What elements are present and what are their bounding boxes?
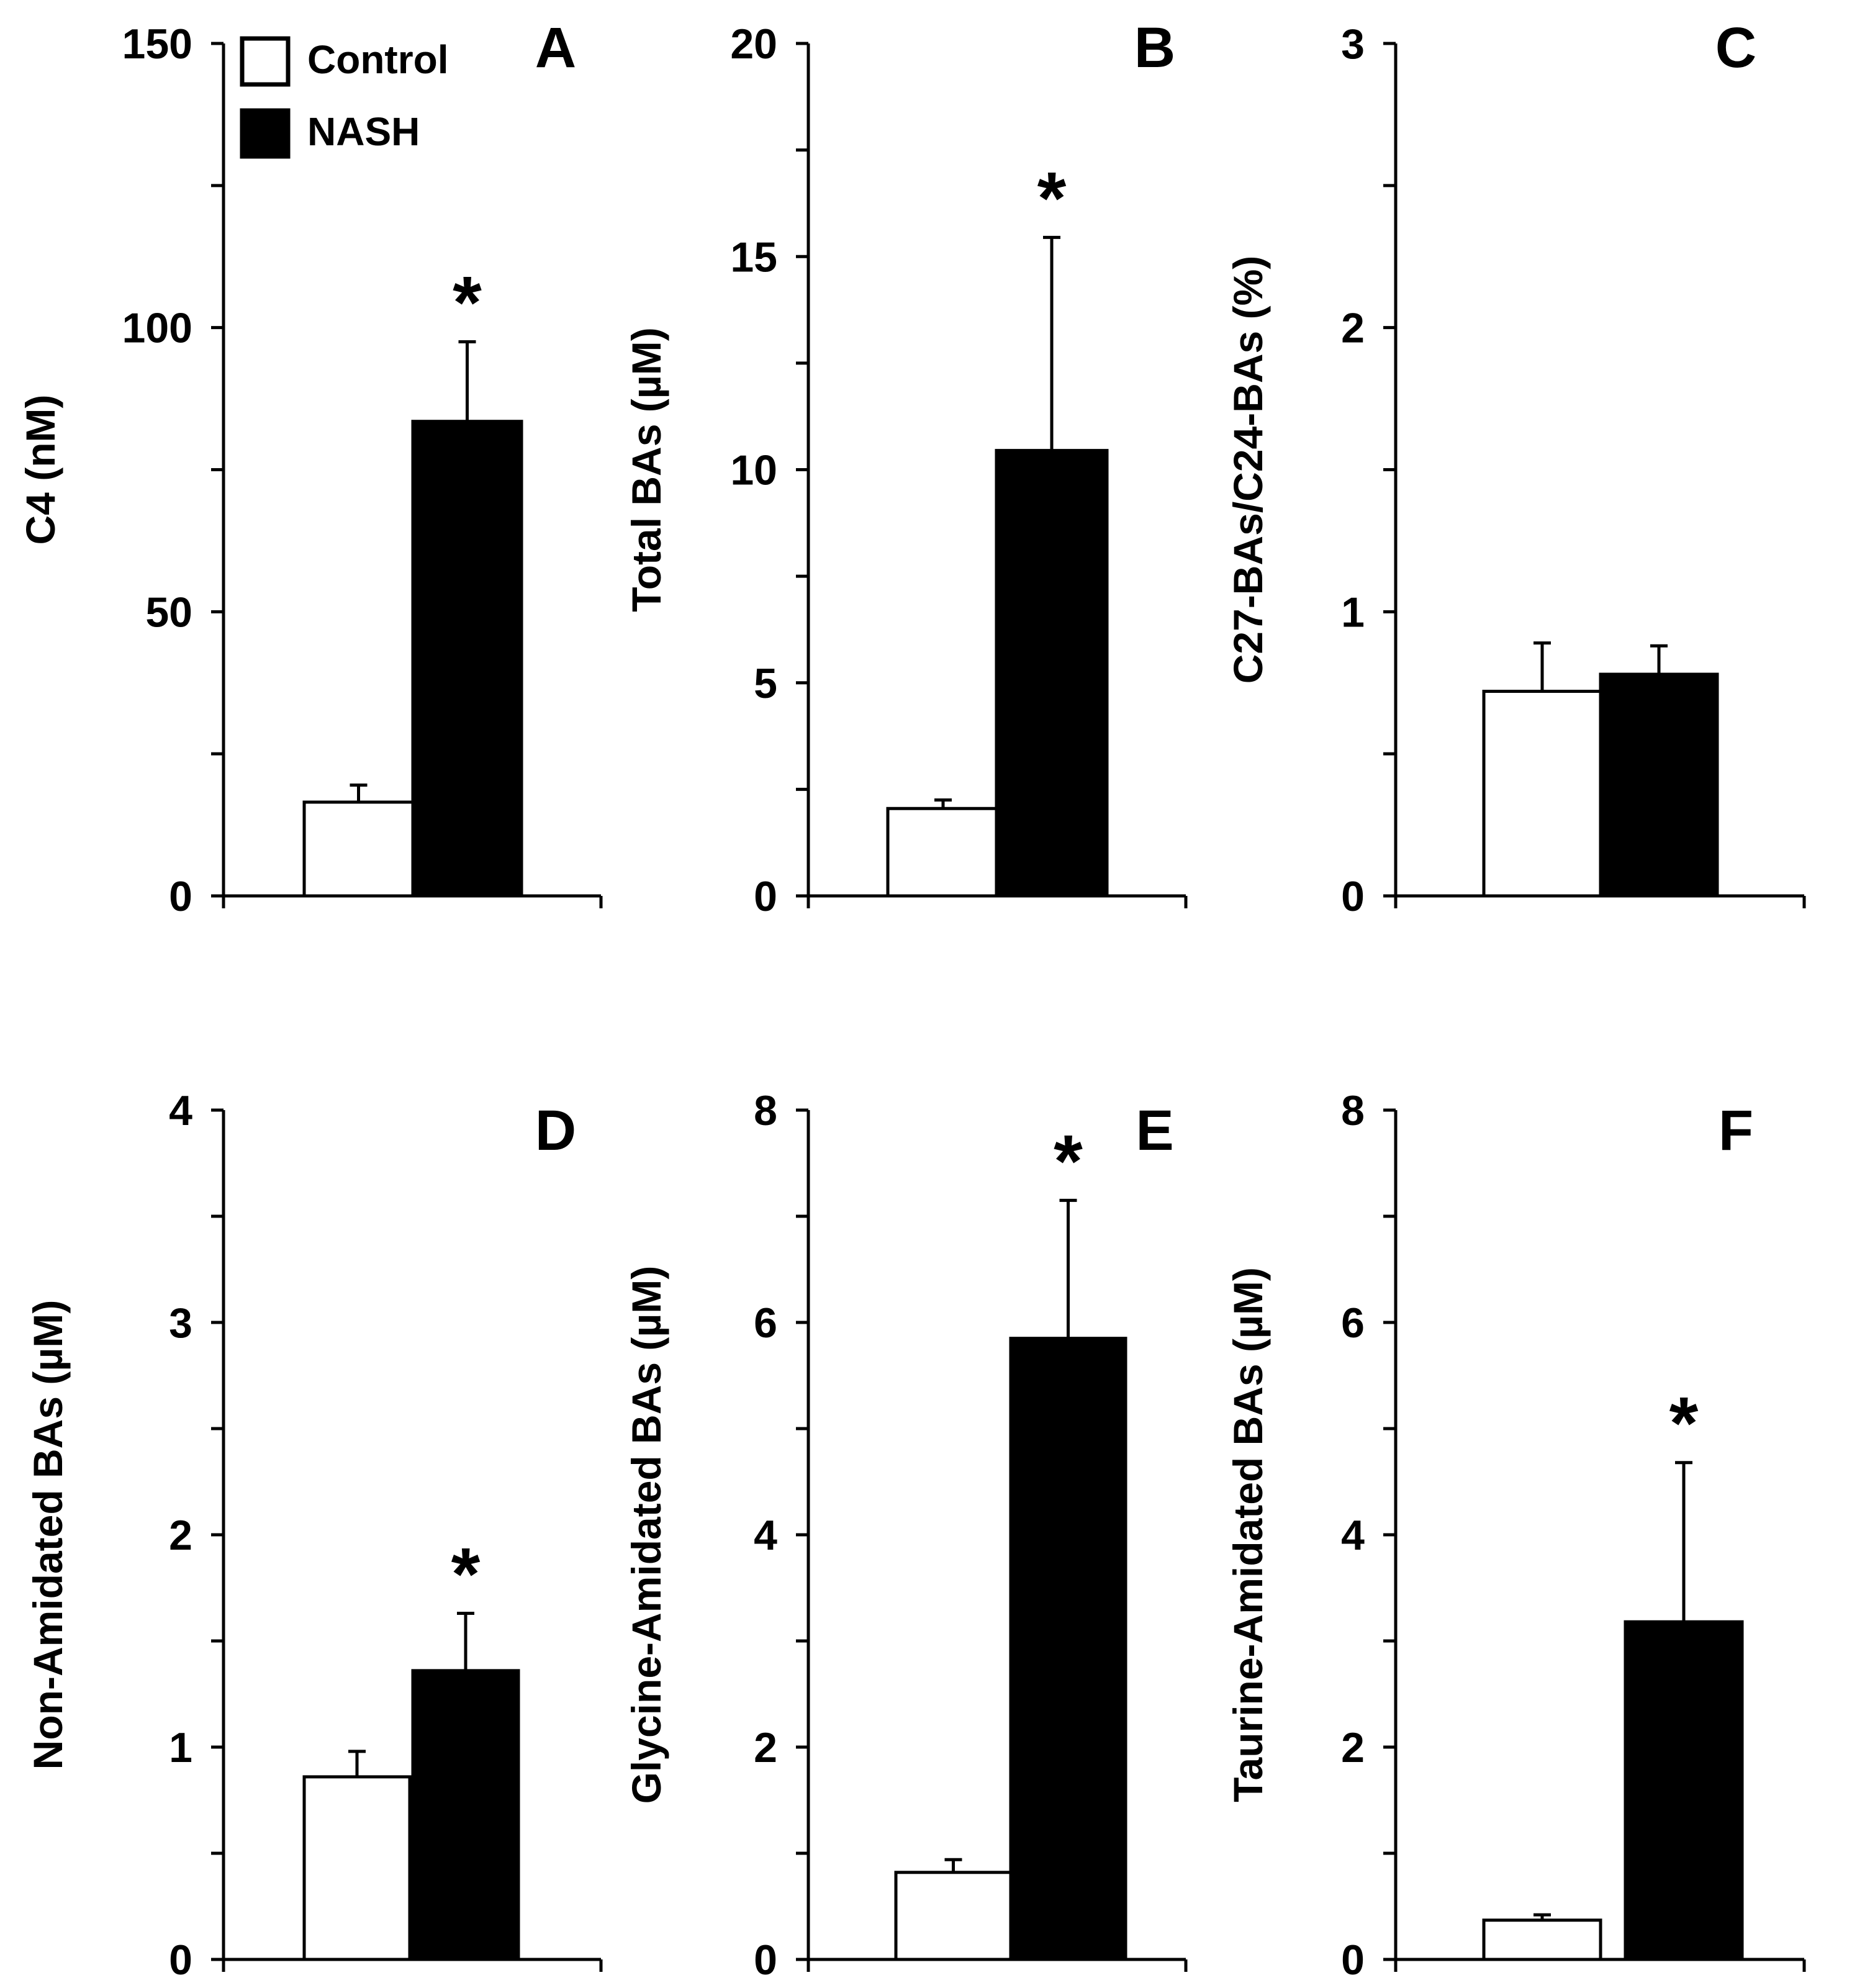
y-tick-label-c: 0 xyxy=(1341,873,1365,920)
bar-control-c xyxy=(1482,689,1602,898)
y-axis-title-b: Total BAs (µM) xyxy=(623,327,669,612)
y-tick-label-f: 0 xyxy=(1341,1936,1365,1984)
y-tick-label-b: 10 xyxy=(730,447,777,494)
y-axis-title-e: Glycine-Amidated BAs (µM) xyxy=(623,1266,669,1804)
y-tick-label-f: 8 xyxy=(1341,1087,1365,1134)
panel-e: 0 2 4 6 8 Glycine-Amidated BAs (µM) E * xyxy=(623,1087,1188,1984)
y-tick-label-b: 15 xyxy=(730,233,777,281)
bar-nash-c xyxy=(1599,672,1719,898)
panel-letter-e: E xyxy=(1136,1099,1173,1162)
y-tick-label-e: 0 xyxy=(754,1936,777,1984)
y-axis-title-f: Taurine-Amidated BAs (µM) xyxy=(1225,1267,1271,1802)
y-tick-label-a: 150 xyxy=(122,20,192,68)
panel-a: 0 50 100 150 C4 (nM) A * xyxy=(17,16,603,920)
y-tick-label-e: 4 xyxy=(754,1512,777,1559)
y-tick-label-a: 100 xyxy=(122,305,192,352)
y-tick-label-e: 6 xyxy=(754,1299,777,1347)
y-tick-label-f: 2 xyxy=(1341,1724,1365,1771)
y-tick-label-d: 2 xyxy=(169,1512,192,1559)
bar-nash-d xyxy=(411,1669,520,1961)
legend-label-control: Control xyxy=(307,37,449,82)
y-tick-label-b: 5 xyxy=(754,660,777,707)
y-axis-title-d: Non-Amidated BAs (µM) xyxy=(25,1300,71,1770)
y-tick-label-c: 3 xyxy=(1341,20,1365,68)
panel-letter-b: B xyxy=(1134,16,1175,79)
bar-control-d xyxy=(302,1775,412,1961)
y-axis-title-c: C27-BAs/C24-BAs (%) xyxy=(1225,256,1271,684)
panel-c: 0 1 2 3 C27-BAs/C24-BAs (%) C xyxy=(1225,16,1806,920)
bar-control-a xyxy=(302,800,415,898)
bar-control-b xyxy=(886,806,1000,898)
y-tick-label-b: 0 xyxy=(754,873,777,920)
bar-nash-b xyxy=(995,449,1109,898)
y-tick-label-e: 8 xyxy=(754,1087,777,1134)
panel-b: 0 5 10 15 20 Total BAs (µM) B * xyxy=(623,16,1188,920)
legend: Control NASH xyxy=(240,36,449,159)
bar-nash-f xyxy=(1624,1620,1744,1961)
panel-letter-f: F xyxy=(1719,1099,1753,1162)
panel-letter-a: A xyxy=(535,16,576,79)
y-tick-label-b: 20 xyxy=(730,20,777,68)
y-axis-title-a: C4 (nM) xyxy=(17,395,63,545)
y-tick-label-c: 2 xyxy=(1341,305,1365,352)
significance-star-f: * xyxy=(1669,1382,1699,1465)
significance-star-a: * xyxy=(453,261,482,345)
y-tick-label-d: 4 xyxy=(169,1087,192,1134)
bar-control-f xyxy=(1482,1918,1602,1961)
legend-swatch-control xyxy=(240,36,291,87)
panel-d: 0 1 2 3 4 Non-Amidated BAs (µM) D * xyxy=(25,1087,603,1984)
bar-nash-e xyxy=(1009,1337,1127,1961)
y-tick-label-f: 4 xyxy=(1341,1512,1365,1559)
y-tick-label-f: 6 xyxy=(1341,1299,1365,1347)
panel-letter-d: D xyxy=(535,1099,576,1162)
panel-letter-c: C xyxy=(1715,16,1756,79)
significance-star-b: * xyxy=(1037,156,1067,240)
y-tick-label-d: 1 xyxy=(169,1724,192,1771)
legend-swatch-nash xyxy=(240,108,291,159)
y-tick-label-d: 0 xyxy=(169,1936,192,1984)
significance-star-e: * xyxy=(1054,1119,1083,1203)
panel-f: 0 2 4 6 8 Taurine-Amidated BAs (µM) F * xyxy=(1225,1087,1806,1984)
bar-control-e xyxy=(894,1871,1013,1961)
y-tick-label-c: 1 xyxy=(1341,589,1365,636)
y-tick-label-a: 50 xyxy=(145,589,192,636)
y-tick-label-a: 0 xyxy=(169,873,192,920)
y-tick-label-d: 3 xyxy=(169,1299,192,1347)
bar-nash-a xyxy=(411,420,523,898)
y-tick-label-e: 2 xyxy=(754,1724,777,1771)
legend-label-nash: NASH xyxy=(307,109,420,154)
significance-star-d: * xyxy=(451,1533,481,1616)
